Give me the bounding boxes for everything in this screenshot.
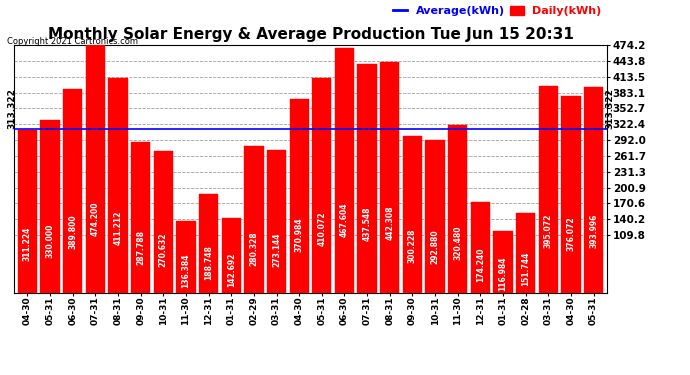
Text: 320.480: 320.480 (453, 225, 462, 260)
Text: 287.788: 287.788 (136, 230, 145, 265)
Legend: Average(kWh), Daily(kWh): Average(kWh), Daily(kWh) (393, 6, 602, 16)
Bar (584, 87, 603, 292)
Bar (290, 99, 309, 292)
Bar (493, 231, 513, 292)
Bar (562, 96, 580, 292)
Text: 116.984: 116.984 (498, 257, 508, 291)
Text: 467.604: 467.604 (340, 202, 349, 237)
Bar (403, 136, 422, 292)
Text: 411.212: 411.212 (113, 211, 123, 245)
Text: 442.308: 442.308 (385, 206, 394, 240)
Bar (221, 218, 241, 292)
Text: 151.744: 151.744 (521, 252, 530, 286)
Text: 174.240: 174.240 (476, 248, 485, 282)
Text: 270.632: 270.632 (159, 233, 168, 267)
Bar (41, 120, 59, 292)
Text: 136.384: 136.384 (181, 254, 190, 288)
Text: 313.322: 313.322 (605, 88, 614, 129)
Text: 142.692: 142.692 (227, 253, 236, 287)
Text: 376.072: 376.072 (566, 216, 575, 251)
Text: 437.548: 437.548 (363, 207, 372, 241)
Text: 280.328: 280.328 (249, 231, 258, 266)
Bar (18, 130, 37, 292)
Bar (312, 78, 331, 292)
Bar (86, 45, 105, 292)
Text: 389.800: 389.800 (68, 214, 77, 249)
Bar (539, 86, 558, 292)
Bar (516, 213, 535, 292)
Bar (267, 150, 286, 292)
Text: 330.000: 330.000 (46, 224, 55, 258)
Bar (357, 64, 377, 292)
Bar (244, 146, 264, 292)
Text: 395.072: 395.072 (544, 213, 553, 248)
Text: 292.880: 292.880 (431, 230, 440, 264)
Bar (177, 221, 195, 292)
Title: Monthly Solar Energy & Average Production Tue Jun 15 20:31: Monthly Solar Energy & Average Productio… (48, 27, 573, 42)
Bar (471, 201, 490, 292)
Bar (199, 194, 218, 292)
Text: 410.072: 410.072 (317, 211, 326, 246)
Text: 188.748: 188.748 (204, 246, 213, 280)
Text: 273.144: 273.144 (272, 232, 281, 267)
Text: 300.228: 300.228 (408, 228, 417, 263)
Bar (63, 89, 82, 292)
Bar (380, 62, 400, 292)
Bar (426, 140, 444, 292)
Text: 474.200: 474.200 (91, 201, 100, 236)
Text: 311.224: 311.224 (23, 226, 32, 261)
Text: 313.322: 313.322 (7, 88, 16, 129)
Bar (335, 48, 354, 292)
Bar (154, 151, 173, 292)
Bar (448, 125, 467, 292)
Bar (108, 78, 128, 292)
Text: 393.996: 393.996 (589, 214, 598, 248)
Text: 370.984: 370.984 (295, 217, 304, 252)
Bar (131, 142, 150, 292)
Text: Copyright 2021 Cartronics.com: Copyright 2021 Cartronics.com (7, 38, 138, 46)
